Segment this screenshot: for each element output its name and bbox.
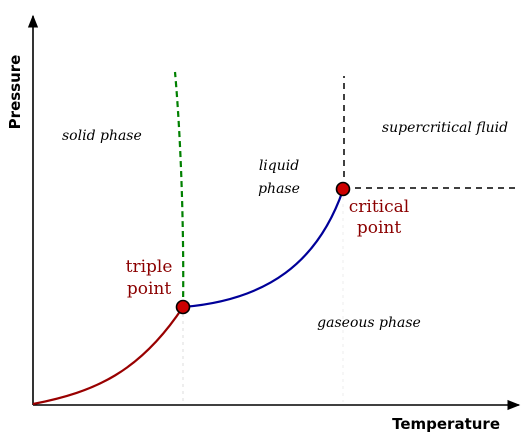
sublimation-curve	[32, 306, 184, 406]
critical-point-label-line1: critical	[349, 197, 409, 217]
liquid-phase-label-line1: liquid	[259, 158, 299, 174]
supercritical-fluid-label: supercritical fluid	[382, 120, 508, 136]
gaseous-phase-label: gaseous phase	[317, 315, 421, 331]
triple-point-label-line1: triple	[126, 257, 173, 277]
fusion-curve	[173, 71, 185, 308]
triple-point-label-line2: point	[127, 279, 172, 299]
liquid-phase-label-line2: phase	[258, 181, 300, 197]
critical-point-marker	[335, 181, 351, 197]
vaporization-curve	[182, 189, 345, 309]
critical-point-label-line2: point	[357, 218, 402, 238]
triple-point-marker	[175, 299, 191, 315]
x-axis-title: Temperature	[392, 415, 500, 433]
y-axis-title: Pressure	[6, 55, 24, 130]
solid-phase-label: solid phase	[62, 128, 142, 144]
